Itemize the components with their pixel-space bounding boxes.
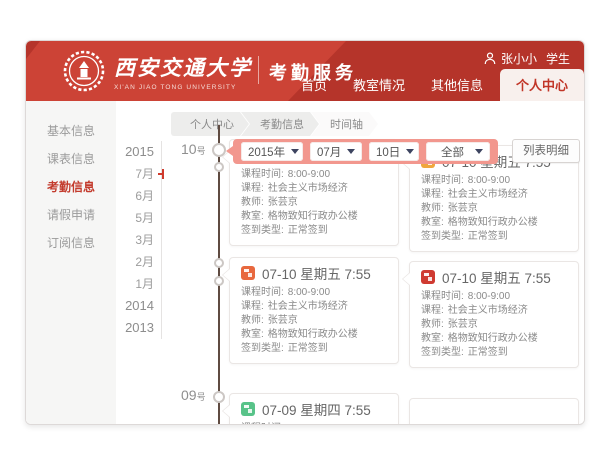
type-dropdown[interactable]: 全部: [426, 142, 490, 161]
timeline-node: [214, 276, 224, 286]
timeline-node: [214, 258, 224, 268]
header-accent-shape: [26, 41, 346, 101]
university-name-en: XI'AN JIAO TONG UNIVERSITY: [114, 84, 237, 91]
active-month-tick: [158, 169, 164, 179]
timeline-nav-2014[interactable]: 2014: [125, 298, 154, 313]
timeline-nav-jul[interactable]: 7月: [120, 163, 164, 185]
timeline-node-large: [212, 143, 226, 157]
timeline-axis: [218, 125, 220, 424]
university-name-block: 西安交通大学 XI'AN JIAO TONG UNIVERSITY: [114, 52, 252, 91]
timeline-node: [214, 162, 224, 172]
list-detail-button[interactable]: 列表明细: [512, 139, 580, 163]
sidebar-item-basic-info[interactable]: 基本信息: [46, 124, 95, 138]
attendance-card[interactable]: 07-10 星期五 7:55 课程时间:8:00-9:00 课程:社会主义市场经…: [402, 261, 579, 368]
timeline-nav-jan[interactable]: 1月: [135, 277, 154, 291]
timeline-node-day09: [213, 391, 225, 403]
breadcrumb-personal-center[interactable]: 个人中心: [171, 112, 249, 136]
signin-type-icon: [421, 270, 435, 284]
day-label-09: 09号: [181, 387, 206, 403]
year-dropdown[interactable]: 2015年: [241, 142, 303, 161]
timeline-nav-2013[interactable]: 2013: [125, 320, 154, 335]
month-dropdown[interactable]: 07月: [310, 142, 362, 161]
breadcrumb: 个人中心 考勤信息 时间轴: [171, 112, 378, 136]
signin-type-icon: [241, 266, 255, 280]
header-divider: [258, 56, 259, 84]
card-title: 07-10 星期五 7:55: [442, 271, 551, 286]
day-label-10: 10号: [181, 141, 206, 157]
sidebar-item-attendance-info[interactable]: 考勤信息: [46, 180, 95, 194]
signin-type-icon: [241, 402, 255, 416]
service-title: 考勤服务: [269, 63, 357, 83]
chevron-down-icon: [475, 149, 483, 154]
timeline-nav-may[interactable]: 5月: [135, 211, 154, 225]
attendance-card[interactable]: 07-09 星期四 7:55 课程时间:8:00-9:00 课程:社会主义市场经…: [222, 393, 399, 424]
user-info[interactable]: 张小小 学生: [484, 50, 570, 67]
timeline-nav-2015[interactable]: 2015: [125, 144, 154, 159]
chevron-down-icon: [291, 149, 300, 154]
timeline-nav-feb[interactable]: 2月: [135, 255, 154, 269]
user-role: 学生: [545, 52, 570, 66]
user-icon: [484, 52, 496, 65]
nav-tab-personal-center[interactable]: 个人中心: [499, 69, 584, 101]
nav-item-other-info[interactable]: 其他信息: [430, 78, 483, 93]
timeline-nav-mar[interactable]: 3月: [135, 233, 154, 247]
app-header: 西安交通大学 XI'AN JIAO TONG UNIVERSITY 考勤服务 张…: [26, 41, 584, 101]
filter-bar: 2015年 07月 10日 全部: [226, 139, 498, 164]
card-title: 07-10 星期五 7:55: [262, 267, 371, 282]
attendance-app-window: 西安交通大学 XI'AN JIAO TONG UNIVERSITY 考勤服务 张…: [25, 40, 585, 425]
sidebar: 基本信息 课表信息 考勤信息 请假申请 订阅信息: [26, 101, 116, 424]
main-nav: 首页 教室情况 其他信息 个人中心: [288, 68, 584, 101]
day-dropdown[interactable]: 10日: [369, 142, 419, 161]
attendance-card-partial[interactable]: [409, 398, 579, 424]
sidebar-item-schedule-info[interactable]: 课表信息: [46, 152, 95, 166]
user-name: 张小小: [500, 52, 537, 66]
nav-item-home[interactable]: 首页: [300, 78, 327, 93]
university-logo-icon: [63, 50, 105, 92]
university-name-cn: 西安交通大学: [114, 55, 252, 80]
breadcrumb-timeline[interactable]: 时间轴: [311, 112, 378, 136]
sidebar-item-leave-request[interactable]: 请假申请: [46, 208, 95, 222]
breadcrumb-attendance-info[interactable]: 考勤信息: [241, 112, 319, 136]
timeline-year-month-nav: 2015 7月 6月 5月 3月 2月 1月 2014 2013: [120, 141, 164, 339]
chevron-down-icon: [406, 149, 415, 154]
timeline-nav-jun[interactable]: 6月: [135, 189, 154, 203]
content-area: 基本信息 课表信息 考勤信息 请假申请 订阅信息 个人中心 考勤信息 时间轴 2…: [26, 101, 584, 424]
attendance-card[interactable]: 07-10 星期五 7:55 课程时间:8:00-9:00 课程:社会主义市场经…: [222, 257, 399, 364]
nav-item-classrooms[interactable]: 教室情况: [352, 78, 405, 93]
filter-bar-tail: [226, 146, 233, 156]
chevron-down-icon: [347, 149, 356, 154]
sidebar-item-subscription-info[interactable]: 订阅信息: [46, 236, 95, 250]
card-title: 07-09 星期四 7:55: [262, 403, 371, 418]
